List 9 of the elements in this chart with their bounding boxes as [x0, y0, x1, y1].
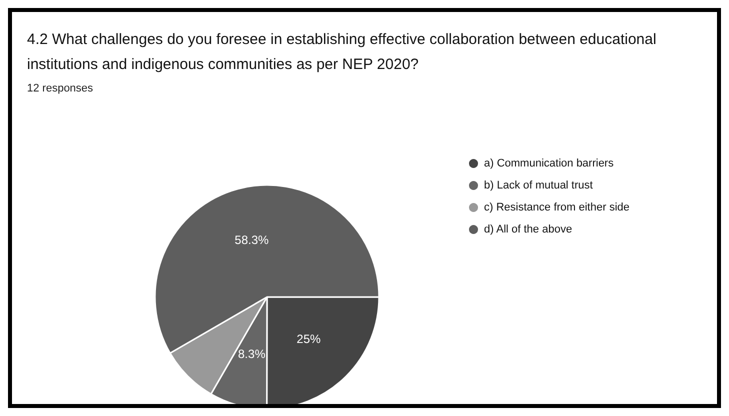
data-label: 58.3% — [234, 233, 270, 248]
legend-label: d) All of the above — [484, 224, 572, 236]
data-label: 25% — [296, 332, 322, 346]
legend-label: b) Lack of mutual trust — [484, 180, 593, 192]
legend-label: c) Resistance from either side — [484, 202, 630, 214]
text: 12 responses — [27, 82, 94, 94]
chart-title: 4.2 What challenges do you foresee in establishing effective collaboration between educational institutions and indigenous communities as per NEP 2020? — [27, 31, 660, 73]
legend-label: a) Communication barriers — [484, 158, 614, 170]
data-label: 8.3% — [238, 346, 266, 361]
